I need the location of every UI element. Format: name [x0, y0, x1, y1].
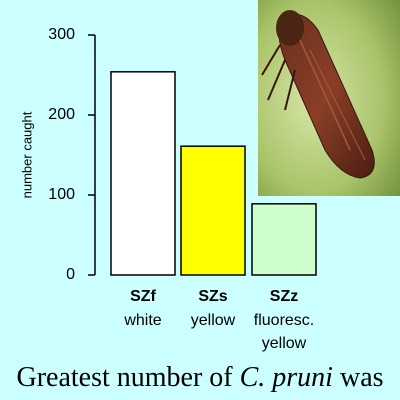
y-tick-label: 100	[48, 186, 75, 203]
x-tick-sublabel: white	[123, 312, 161, 329]
caption: Greatest number of C. pruni was	[16, 362, 383, 393]
bar	[110, 71, 176, 276]
x-tick-sublabel: yellow	[262, 335, 307, 352]
x-tick-label: SZs	[198, 288, 227, 305]
y-axis-label: number caught	[19, 111, 34, 198]
caption-text: was	[333, 362, 384, 393]
photo	[258, 0, 400, 196]
bar	[251, 203, 317, 276]
y-tick-label: 0	[66, 266, 75, 283]
x-tick-sublabel: yellow	[191, 312, 236, 329]
caption-species: C. pruni	[240, 362, 333, 393]
x-tick-sublabel: fluoresc.	[254, 312, 314, 329]
y-tick-label: 200	[48, 106, 75, 123]
x-tick-label: SZz	[270, 288, 298, 305]
caption-text: Greatest number of	[16, 362, 239, 393]
bar	[180, 145, 246, 276]
x-tick-label: SZf	[130, 288, 156, 305]
y-tick-label: 300	[48, 26, 75, 43]
